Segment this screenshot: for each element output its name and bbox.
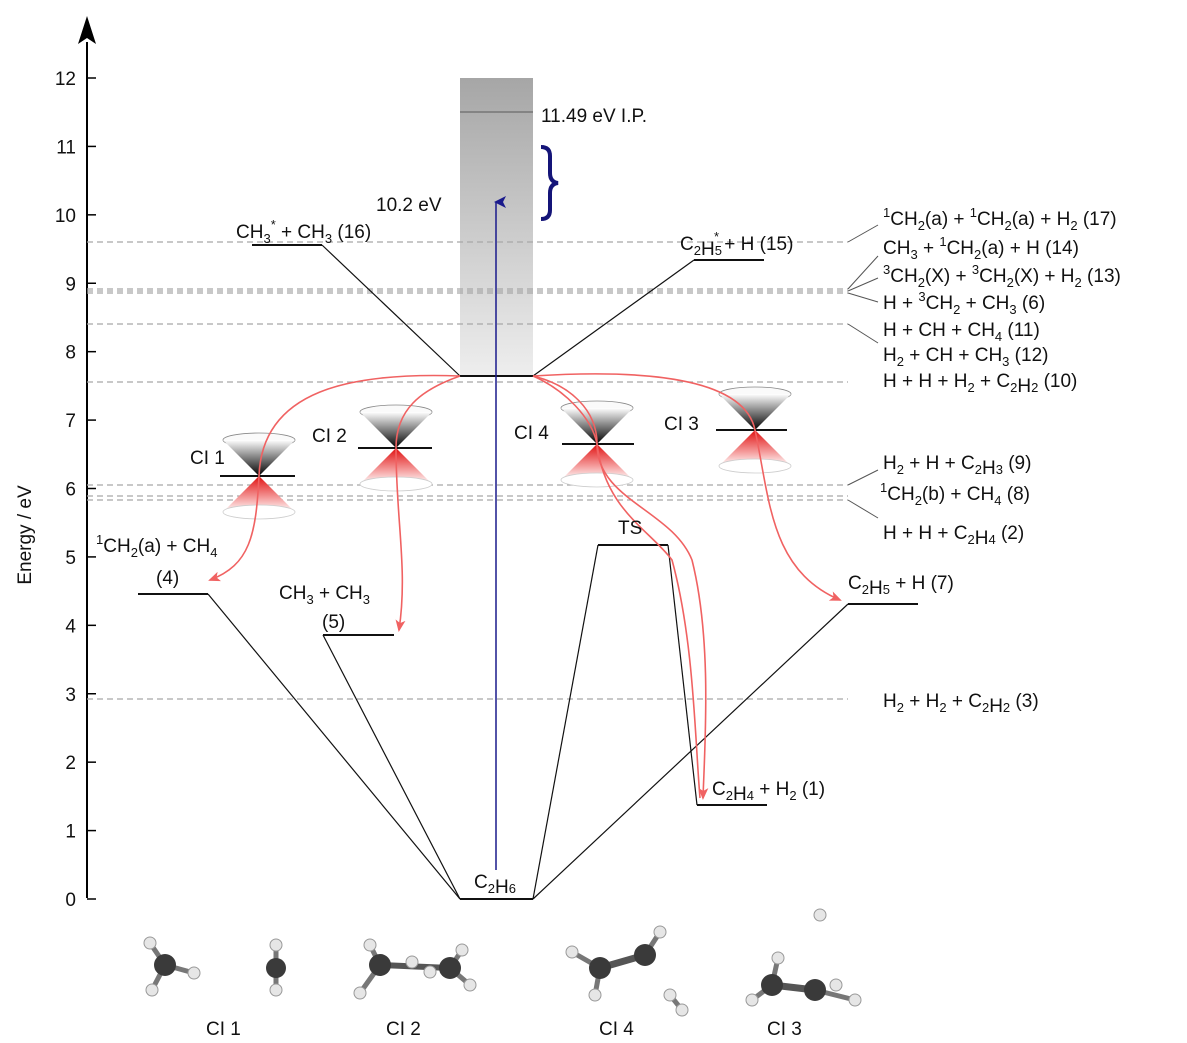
y-tick-label: 0 [65,890,76,911]
y-tick-label: 12 [55,69,76,90]
threshold-12: H2 + CH + CH3 (12) [883,345,1048,369]
label-15: C2H5* + H (15) [680,229,793,260]
threshold-lines [87,241,848,700]
y-tick-label: 6 [65,480,76,501]
molecule-ci4 [565,925,689,1017]
threshold-13: 3CH2(X) + 3CH2(X) + H2 (13) [883,262,1121,290]
threshold-10: H + H + H2 + C2H2 (10) [883,371,1077,397]
ionization-label: 11.49 eV I.P. [541,106,647,127]
threshold-3: H2 + H2 + C2H2 (3) [883,691,1039,717]
arrow-to-7 [532,373,842,601]
molecule-ci2 [353,938,477,1000]
label-4-line1: 1CH2(a) + CH4 [96,532,217,560]
y-tick-label: 11 [56,137,76,158]
relaxation-arrows [208,373,842,800]
y-tick-label: 3 [65,685,76,706]
ci1-cone [220,432,296,520]
threshold-9: H2 + H + C2H3 (9) [883,453,1031,479]
y-tick-label: 4 [65,616,76,637]
molecule-captions: CI 1 CI 2 CI 4 CI 3 [206,1019,802,1040]
label-c2h6: C2H6 [474,872,516,898]
molecule-ci3 [745,908,862,1007]
y-axis-arrowhead [78,16,96,44]
threshold-14: CH3 + 1CH2(a) + H (14) [883,234,1079,262]
ci2-cone [358,404,433,492]
label-5-line2: (5) [322,612,345,633]
label-1: C2H4 + H2 (1) [712,779,825,805]
threshold-2: H + H + C2H4 (2) [883,523,1024,549]
arrow-to-5 [395,375,461,632]
y-tick-label: 5 [65,548,76,569]
excitation-label: 10.2 eV [376,195,442,216]
threshold-labels: 1CH2(a) + 1CH2(a) + H2 (17) CH3 + 1CH2(a… [880,205,1121,717]
label-5-line1: CH3 + CH3 [279,583,370,607]
arrow-to-1 [532,375,709,800]
label-connectors [847,224,879,519]
y-tick-label: 1 [65,822,76,843]
label-7: C2H5 + H (7) [848,573,954,599]
y-tick-label: 7 [65,411,76,432]
arrow-to-4 [208,374,461,582]
molecule-caption-2: CI 2 [386,1019,421,1040]
molecule-ci1-b [266,938,286,997]
threshold-6: H + 3CH2 + CH3 (6) [883,289,1045,317]
label-4-line2: (4) [156,568,179,589]
molecule-caption-3: CI 4 [599,1019,634,1040]
y-tick-label: 2 [65,753,76,774]
threshold-11: H + CH + CH4 (11) [883,320,1040,344]
y-tick-label: 8 [65,343,76,364]
y-tick-label: 10 [55,206,76,227]
pathway-lines [207,244,849,900]
molecule-caption-1: CI 1 [206,1019,241,1040]
molecule-ci1-a [143,936,201,997]
ci1-label: CI 1 [190,448,225,469]
ci2-label: CI 2 [312,426,347,447]
ionization-brace [540,145,559,221]
ts-label: TS [618,518,642,539]
y-tick-label: 9 [65,274,76,295]
ci4-label: CI 4 [514,423,549,444]
ci3-cone [716,386,792,474]
y-axis-title: Energy / eV [15,485,36,585]
threshold-8: 1CH2(b) + CH4 (8) [880,480,1030,508]
energy-levels [138,244,918,900]
threshold-17: 1CH2(a) + 1CH2(a) + H2 (17) [883,205,1117,233]
ci4-cone [560,400,634,488]
molecule-caption-4: CI 3 [767,1019,802,1040]
arrow-to-1b [532,375,701,799]
label-16: CH3* + CH3 (16) [236,217,371,246]
ci3-label: CI 3 [664,414,699,435]
